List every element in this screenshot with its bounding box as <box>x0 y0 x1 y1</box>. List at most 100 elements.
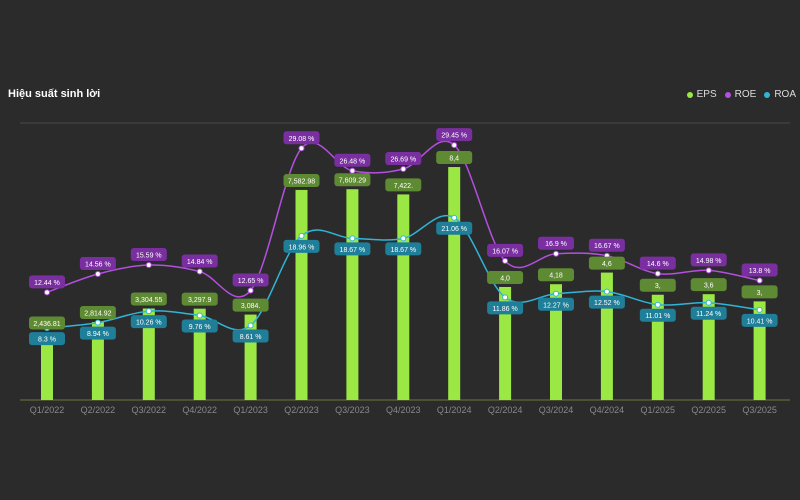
roa-data-label: 12.52 % <box>588 295 625 309</box>
roe-data-label: 14.56 % <box>79 256 116 270</box>
roe-point <box>247 287 254 294</box>
roe-point <box>145 262 152 269</box>
data-label-box <box>79 306 116 320</box>
legend-roe-label: ROE <box>734 89 757 100</box>
roa-point <box>603 288 610 295</box>
data-label-box <box>487 243 524 257</box>
roa-data-label: 12.27 % <box>538 297 574 311</box>
data-label-text: 14.84 % <box>187 259 213 266</box>
data-label-text: 2,436.81 <box>33 321 60 328</box>
roa-data-label: 21.06 % <box>436 221 473 235</box>
data-label-text: 7,422. <box>394 183 414 190</box>
data-label-text: 16.07 % <box>492 248 518 255</box>
data-label-text: 9.76 % <box>189 324 211 331</box>
legend-roa[interactable]: ROA <box>764 89 796 100</box>
data-label-text: 4,18 <box>549 273 563 280</box>
data-label-box <box>690 253 727 267</box>
data-label-box <box>130 248 167 262</box>
roe-point <box>298 145 305 152</box>
x-tick-label: Q3/2022 <box>132 405 167 415</box>
eps-data-label: 3, <box>639 278 676 292</box>
eps-data-label: 7,609.29 <box>334 173 371 187</box>
x-tick-label: Q2/2022 <box>81 405 116 415</box>
data-label-text: 10.26 % <box>136 320 162 327</box>
x-tick-label: Q3/2025 <box>742 405 777 415</box>
data-label-text: 26.69 % <box>390 156 416 163</box>
data-label-text: 4,0 <box>500 275 510 282</box>
data-label-text: 14.6 % <box>647 261 669 268</box>
data-label-box <box>690 278 727 292</box>
roa-data-label: 8.94 % <box>79 326 116 340</box>
data-label-box <box>385 242 422 256</box>
roe-data-label: 16.9 % <box>538 236 574 250</box>
eps-data-label: 4,18 <box>538 268 574 282</box>
data-label-text: 26.48 % <box>340 158 366 165</box>
data-label-text: 18.96 % <box>289 244 315 251</box>
data-label-text: 11.24 % <box>696 311 721 318</box>
eps-data-label: 2,436.81 <box>29 316 65 330</box>
roe-point <box>502 257 509 264</box>
data-label-box <box>181 292 218 306</box>
data-label-text: 11.86 % <box>493 306 518 313</box>
data-label-box <box>232 298 269 312</box>
data-label-box <box>741 313 778 327</box>
data-label-text: 7,609.29 <box>339 178 366 185</box>
data-label-text: 2,814.92 <box>84 311 111 318</box>
x-tick-label: Q2/2024 <box>488 405 523 415</box>
x-tick-label: Q2/2023 <box>284 405 319 415</box>
roe-data-label: 26.48 % <box>334 153 371 167</box>
data-label-box <box>79 326 116 340</box>
legend-roe[interactable]: ROE <box>724 89 757 100</box>
eps-data-label: 3,6 <box>690 278 727 292</box>
eps-bar <box>499 286 512 400</box>
eps-bar <box>41 332 53 400</box>
data-label-box <box>130 292 167 306</box>
roa-point <box>654 301 661 308</box>
x-tick-label: Q1/2025 <box>641 405 676 415</box>
roa-point <box>247 322 254 329</box>
x-tick-label: Q1/2024 <box>437 405 472 415</box>
legend: EPS ROE ROA <box>686 89 796 100</box>
data-label-text: 18.67 % <box>340 247 366 254</box>
eps-bar <box>295 189 308 400</box>
roa-data-label: 11.86 % <box>487 301 524 315</box>
roe-data-label: 14.6 % <box>639 256 676 270</box>
x-tick-label: Q3/2023 <box>335 405 370 415</box>
eps-data-label: 3,297.9 <box>181 292 218 306</box>
data-label-box <box>283 239 320 253</box>
eps-bar <box>702 294 715 400</box>
data-label-box <box>232 329 269 343</box>
roa-point <box>145 308 152 315</box>
eps-data-label: 3,304.55 <box>130 292 167 306</box>
roe-data-label: 16.67 % <box>588 238 625 252</box>
data-label-text: 12.44 % <box>34 280 60 287</box>
roa-data-label: 18.67 % <box>385 242 422 256</box>
data-label-text: 7,582.98 <box>288 178 315 185</box>
data-label-text: 21.06 % <box>441 226 467 233</box>
roa-point <box>756 306 763 313</box>
roe-data-label: 29.45 % <box>436 128 473 142</box>
data-label-text: 3,297.9 <box>188 297 211 304</box>
roe-data-label: 13.8 % <box>741 263 778 277</box>
roe-point <box>349 167 356 174</box>
data-label-box <box>385 178 422 192</box>
data-label-box <box>690 306 727 320</box>
x-tick-label: Q4/2023 <box>386 405 421 415</box>
x-tick-label: Q4/2022 <box>182 405 217 415</box>
legend-roe-marker <box>724 91 731 98</box>
roa-data-label: 8.3 % <box>29 332 65 346</box>
x-tick-label: Q4/2024 <box>590 405 625 415</box>
legend-eps[interactable]: EPS <box>686 89 717 100</box>
roe-data-label: 15.59 % <box>130 248 167 262</box>
data-label-box <box>436 221 473 235</box>
data-label-text: 3,6 <box>704 283 714 290</box>
roe-line <box>46 140 760 298</box>
roa-point <box>553 290 559 297</box>
data-label-box <box>130 315 167 329</box>
x-tick-label: Q2/2025 <box>691 405 726 415</box>
data-label-text: 14.98 % <box>696 258 722 265</box>
data-label-box <box>538 268 574 282</box>
data-label-text: 16.9 % <box>545 241 567 248</box>
eps-data-label: 3, <box>741 285 778 299</box>
data-label-box <box>588 238 625 252</box>
